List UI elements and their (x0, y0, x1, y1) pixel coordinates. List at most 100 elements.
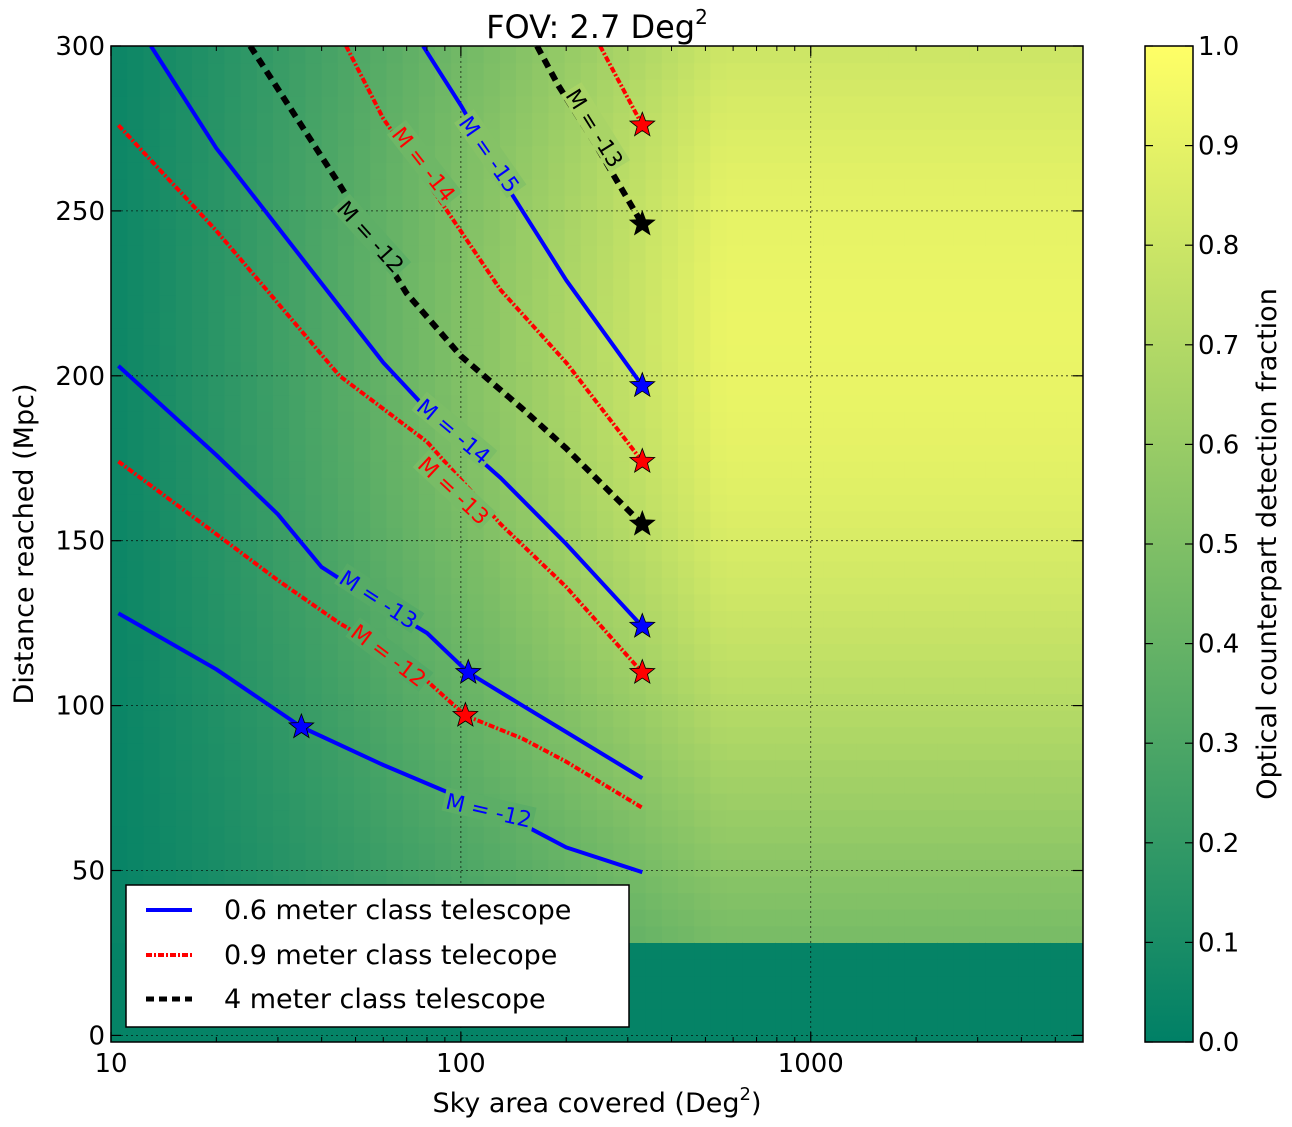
heatmap-cell (775, 959, 792, 977)
heatmap-cell (256, 228, 274, 246)
heatmap-cell (904, 95, 922, 113)
heatmap-cell (661, 79, 679, 97)
heatmap-cell (710, 510, 728, 528)
heatmap-cell (143, 510, 161, 528)
heatmap-cell (1002, 112, 1019, 130)
heatmap-cell (1050, 145, 1068, 163)
heatmap-cell (564, 743, 582, 761)
heatmap-cell (613, 79, 630, 97)
heatmap-cell (904, 527, 922, 545)
heatmap-cell (1050, 710, 1068, 728)
heatmap-cell (629, 1008, 647, 1026)
heatmap-cell (888, 228, 906, 246)
heatmap-cell (985, 676, 1003, 694)
heatmap-cell (759, 129, 776, 147)
heatmap-cell (111, 112, 128, 130)
heatmap-cell (1002, 925, 1019, 943)
heatmap-cell (856, 378, 873, 396)
heatmap-cell (1050, 112, 1068, 130)
heatmap-cell (710, 676, 728, 694)
heatmap-cell (418, 278, 436, 296)
heatmap-cell (273, 129, 290, 147)
heatmap-cell (127, 311, 144, 329)
colorbar-label: Optical counterpart detection fraction (1252, 288, 1283, 800)
heatmap-cell (321, 544, 339, 562)
heatmap-cell (1034, 743, 1052, 761)
heatmap-cell (888, 610, 906, 628)
heatmap-cell (1034, 892, 1052, 910)
heatmap-cell (791, 975, 809, 993)
heatmap-cell (775, 1025, 792, 1042)
heatmap-cell (240, 311, 258, 329)
heatmap-cell (985, 162, 1003, 180)
heatmap-cell (985, 394, 1003, 412)
contour-label-gap (411, 391, 498, 470)
heatmap-cell (402, 793, 420, 811)
heatmap-cell (1034, 759, 1052, 777)
heatmap-cell (840, 743, 857, 761)
heatmap-cell (888, 378, 906, 396)
heatmap-cell (678, 427, 695, 445)
heatmap-cell (143, 427, 161, 445)
heatmap-cell (305, 842, 323, 860)
heatmap-cell (1002, 328, 1019, 346)
heatmap-cell (937, 477, 954, 495)
heatmap-cell (856, 726, 873, 744)
heatmap-cell (791, 693, 809, 711)
heatmap-cell (759, 278, 776, 296)
heatmap-cell (678, 311, 695, 329)
heatmap-cell (1034, 411, 1052, 429)
heatmap-cell (143, 62, 161, 80)
heatmap-cell (759, 444, 776, 462)
heatmap-cell (775, 627, 792, 645)
heatmap-cell (791, 178, 809, 196)
heatmap-cell (969, 62, 987, 80)
heatmap-cell (597, 726, 614, 744)
heatmap-cell (354, 809, 371, 827)
heatmap-cell (111, 46, 128, 64)
heatmap-cell (872, 344, 890, 362)
heatmap-cell (629, 145, 647, 163)
heatmap-cell (775, 295, 792, 313)
heatmap-cell (775, 46, 792, 64)
heatmap-cell (613, 577, 630, 595)
heatmap-cell (823, 461, 841, 479)
heatmap-cell (256, 710, 274, 728)
heatmap-cell (224, 743, 242, 761)
heatmap-cell (840, 95, 857, 113)
heatmap-cell (969, 527, 987, 545)
heatmap-cell (143, 461, 161, 479)
heatmap-cell (840, 593, 857, 611)
heatmap-cell (597, 311, 614, 329)
heatmap-cell (807, 278, 825, 296)
heatmap-cell (548, 809, 566, 827)
heatmap-cell (742, 311, 760, 329)
heatmap-cell (499, 79, 517, 97)
heatmap-cell (1018, 361, 1035, 379)
heatmap-cell (111, 759, 128, 777)
heatmap-cell (937, 909, 954, 927)
heatmap-cell (629, 477, 647, 495)
heatmap-cell (1050, 162, 1068, 180)
heatmap-cell (1034, 909, 1052, 927)
heatmap-cell (694, 593, 711, 611)
heatmap-cell (969, 162, 987, 180)
heatmap-cell (532, 311, 549, 329)
heatmap-cell (386, 162, 404, 180)
heatmap-cell (127, 461, 144, 479)
heatmap-cell (564, 394, 582, 412)
x-tick-label: 1000 (778, 1049, 844, 1079)
heatmap-cell (273, 228, 290, 246)
heatmap-cell (143, 809, 161, 827)
heatmap-cell (192, 261, 209, 279)
heatmap-cell (759, 942, 776, 960)
x-axis-label: Sky area covered (Deg2) (432, 1084, 761, 1119)
heatmap-cell (969, 461, 987, 479)
heatmap-cell (775, 245, 792, 263)
heatmap-cell (289, 129, 306, 147)
heatmap-cell (273, 527, 290, 545)
heatmap-cell (872, 245, 890, 263)
heatmap-cell (483, 178, 501, 196)
heatmap-cell (564, 427, 582, 445)
